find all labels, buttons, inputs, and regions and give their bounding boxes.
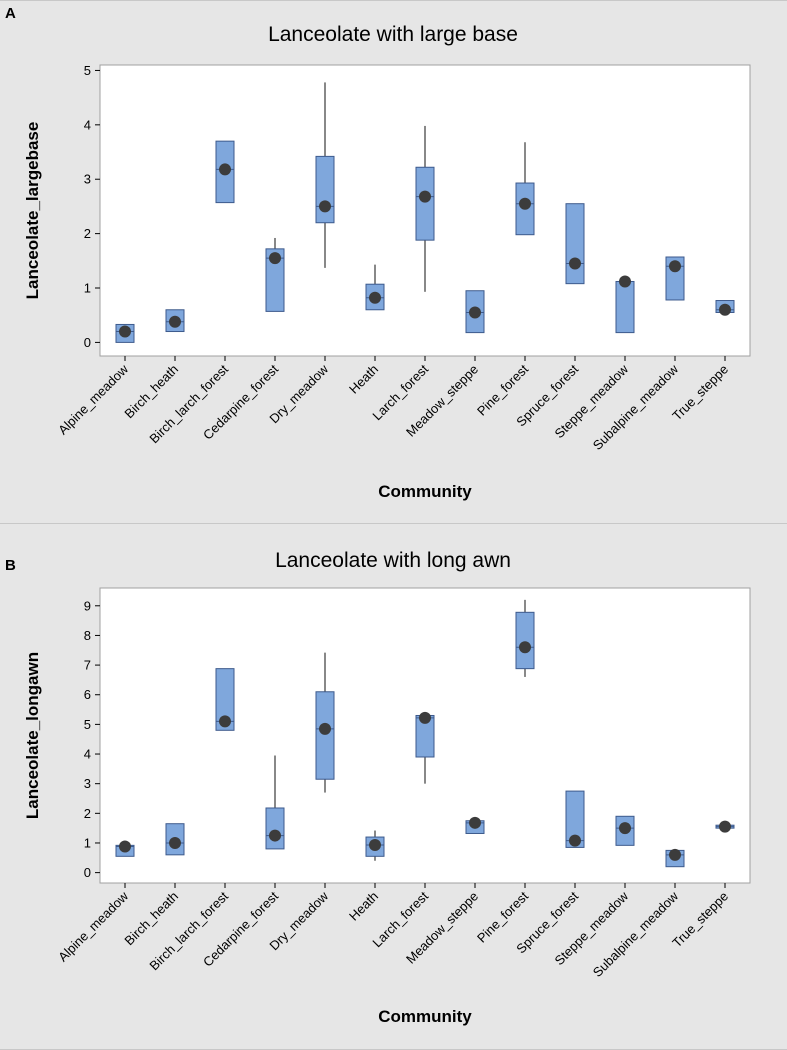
y-tick-label: 4 [84,747,91,762]
x-tick-label: Subalpine_meadow [590,361,682,453]
mean-marker [269,829,281,842]
y-axis-label: Lanceolate_longawn [23,652,42,819]
mean-marker [469,816,481,829]
y-tick-label: 7 [84,658,91,673]
mean-marker [219,715,231,728]
box [415,166,435,241]
box-group-birch-heath [165,309,185,333]
box-group-subalpine-meadow [665,848,685,868]
mean-marker [369,291,381,304]
box-group-dry-meadow [315,82,335,268]
mean-marker [669,260,681,273]
mean-marker [619,822,631,835]
box [565,790,585,848]
box-group-meadow-steppe [465,816,485,834]
box-group-spruce-forest [565,203,585,285]
box [315,691,335,780]
mean-marker [269,252,281,265]
mean-marker [719,820,731,833]
mean-marker [119,325,131,338]
box-group-larch-forest [415,125,435,292]
box-group-alpine-meadow [115,840,135,857]
x-tick-label: Heath [346,889,381,924]
y-tick-label: 5 [84,63,91,78]
chart-a: Lanceolate with large base 0 1 2 3 4 5 Lanceola… [23,23,751,501]
mean-marker [219,163,231,176]
mean-marker [569,834,581,847]
mean-marker [519,197,531,210]
x-axis-label: Community [378,1007,472,1026]
box-group-steppe-meadow [615,815,635,846]
box-group-meadow-steppe [465,290,485,334]
mean-marker [569,257,581,270]
y-tick-label: 0 [84,335,91,350]
box-group-heath [365,264,385,311]
x-tick-label: Alpine_meadow [55,888,131,964]
mean-marker [319,200,331,213]
mean-marker [419,711,431,724]
mean-marker [319,722,331,735]
mean-marker [169,836,181,849]
box-group-cedarpine-forest [265,755,285,850]
x-tick-label: Heath [346,362,381,397]
mean-marker [719,303,731,316]
x-axis-label: Community [378,482,472,501]
mean-marker [119,840,131,853]
box [615,280,635,334]
mean-marker [519,641,531,654]
chart-title: Lanceolate with long awn [275,549,511,572]
y-tick-label: 8 [84,628,91,643]
box-group-pine-forest [515,142,535,236]
mean-marker [419,190,431,203]
panel-letter-b: B [5,557,16,574]
mean-marker [669,848,681,861]
y-tick-label: 5 [84,717,91,732]
x-tick-label: Subalpine_meadow [590,888,682,980]
box-group-cedarpine-forest [265,237,285,312]
box [515,611,535,670]
box [315,155,335,224]
y-tick-label: 2 [84,806,91,821]
box [265,807,285,850]
y-tick-label: 0 [84,865,91,880]
chart-title: Lanceolate with large base [268,23,518,46]
panel-a: A Lanceolate with large base 0 1 2 3 4 5 Lanceo… [0,0,787,525]
box [215,668,235,731]
box-group-birch-larch-forest [215,668,235,731]
y-tick-label: 9 [84,598,91,613]
box-group-alpine-meadow [115,323,135,343]
box-group-larch-forest [415,711,435,784]
mean-marker [369,839,381,852]
box-group-birch-larch-forest [215,140,235,204]
y-tick-label: 1 [84,835,91,850]
y-tick-label: 2 [84,226,91,241]
y-tick-label: 3 [84,776,91,791]
box-group-true-steppe [715,820,735,833]
box-group-steppe-meadow [615,275,635,334]
mean-marker [469,306,481,319]
box-group-pine-forest [515,599,535,677]
chart-b: Lanceolate with long awn 0 1 2 3 4 5 6 7 8 9 Lanceo… [23,549,751,1026]
panel-b: B Lanceolate with long awn 0 1 2 3 4 5 6 7 8 9 Lanc… [0,523,787,1050]
box-group-spruce-forest [565,790,585,848]
box-group-true-steppe [715,300,735,316]
box-group-subalpine-meadow [665,256,685,301]
y-tick-label: 1 [84,281,91,296]
y-tick-label: 4 [84,117,91,132]
y-tick-label: 6 [84,687,91,702]
y-axis-label: Lanceolate_largebase [23,122,42,300]
mean-marker [619,275,631,288]
box-group-heath [365,830,385,861]
box [265,248,285,312]
y-tick-label: 3 [84,172,91,187]
box-group-birch-heath [165,823,185,856]
mean-marker [169,315,181,328]
box-group-dry-meadow [315,652,335,793]
x-tick-label: Alpine_meadow [55,361,131,437]
box [565,203,585,285]
panel-letter-a: A [5,5,16,22]
